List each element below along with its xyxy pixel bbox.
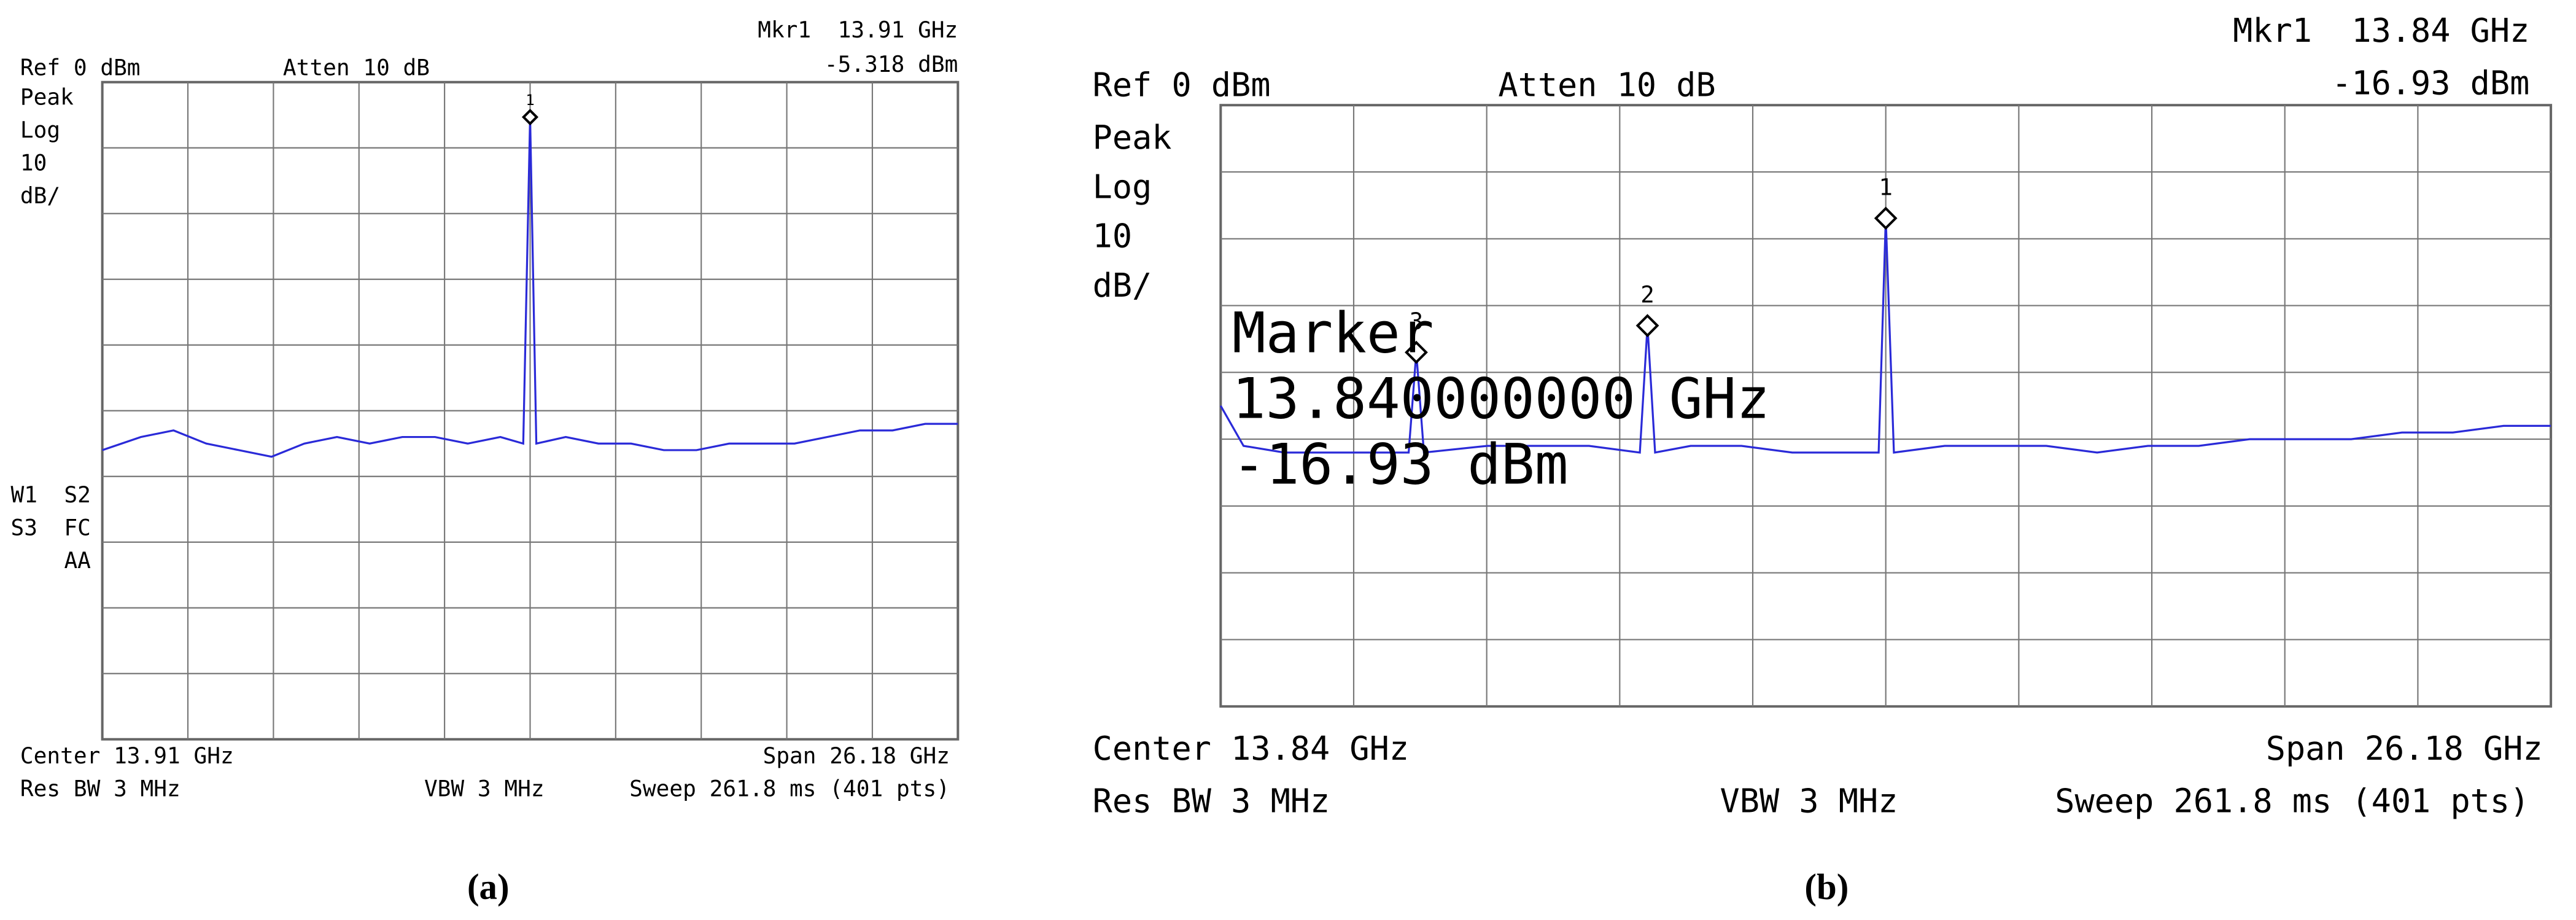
status-labels.2: AA	[64, 547, 91, 574]
atten: Atten 10 dB	[1498, 65, 1715, 104]
marker	[521, 109, 539, 126]
rbw: Res BW 3 MHz	[20, 776, 180, 802]
marker-box.1: 13.840000000 GHz	[1232, 367, 1770, 431]
caption: (a)	[467, 867, 510, 906]
span: Span 26.18 GHz	[2266, 729, 2543, 768]
vbw: VBW 3 MHz	[424, 776, 545, 802]
side-labels.1: Log	[1093, 167, 1152, 206]
span: Span 26.18 GHz	[763, 743, 950, 769]
marker	[1874, 206, 1898, 230]
marker-number: 2	[1640, 281, 1655, 308]
status-labels.1: S3 FC	[10, 514, 90, 540]
marker-value: -16.93 dBm	[2332, 64, 2529, 103]
marker-number: 1	[526, 92, 535, 109]
center: Center 13.91 GHz	[20, 743, 234, 769]
side-labels.3: dB/	[1093, 266, 1152, 305]
marker-number: 1	[1879, 174, 1893, 201]
sweep: Sweep 261.8 ms (401 pts)	[629, 776, 950, 802]
ref: Ref 0 dBm	[1093, 65, 1271, 104]
side-labels.0: Peak	[20, 84, 74, 111]
vbw: VBW 3 MHz	[1720, 782, 1898, 821]
marker-box.2: -16.93 dBm	[1232, 432, 1569, 497]
sweep: Sweep 261.8 ms (401 pts)	[2055, 782, 2529, 821]
marker-number: 3	[1410, 308, 1424, 335]
center: Center 13.84 GHz	[1093, 729, 1409, 768]
marker-box.0: Marker	[1232, 301, 1433, 365]
marker-value: -5.318 dBm	[824, 51, 958, 77]
marker-label: Mkr1 13.91 GHz	[758, 17, 958, 43]
marker-label: Mkr1 13.84 GHz	[2233, 11, 2529, 50]
caption: (b)	[1804, 867, 1849, 906]
marker	[1635, 314, 1659, 338]
marker	[1405, 340, 1428, 364]
side-labels.2: 10	[1093, 217, 1132, 255]
trace	[1219, 218, 2551, 454]
side-labels.0: Peak	[1093, 118, 1172, 157]
status-labels.0: W1 S2	[10, 481, 90, 508]
side-labels.3: dB/	[20, 182, 60, 209]
ref: Ref 0 dBm	[20, 54, 141, 80]
rbw: Res BW 3 MHz	[1093, 782, 1330, 821]
atten: Atten 10 dB	[283, 54, 430, 80]
side-labels.2: 10	[20, 150, 47, 176]
side-labels.1: Log	[20, 117, 60, 143]
